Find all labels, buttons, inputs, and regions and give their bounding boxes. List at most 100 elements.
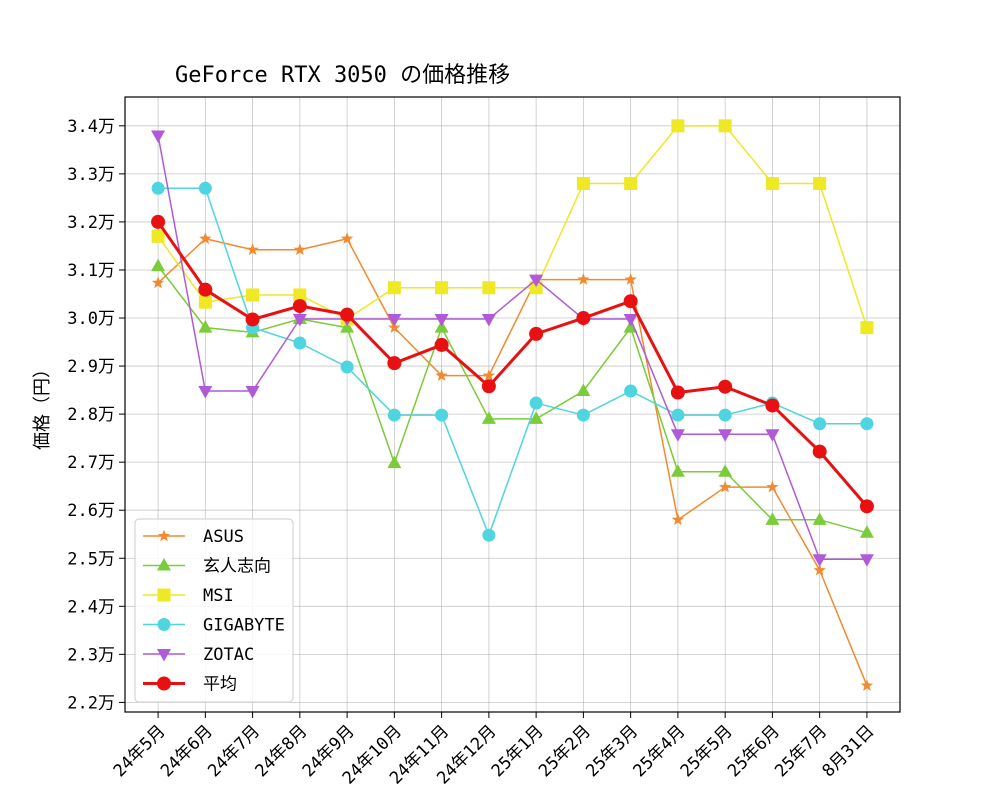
data-point (481, 313, 496, 327)
data-point (387, 356, 402, 371)
data-point (157, 588, 171, 602)
data-point (766, 480, 779, 493)
data-point (434, 313, 449, 327)
series-line (157, 135, 867, 560)
legend-label: ZOTAC (203, 645, 254, 665)
data-point (860, 321, 874, 335)
data-point (340, 360, 354, 374)
data-point (151, 130, 166, 143)
data-point (340, 307, 355, 322)
series-layer (151, 119, 874, 691)
data-point (529, 274, 544, 288)
data-point (198, 295, 212, 309)
data-point (340, 232, 354, 244)
data-point (623, 313, 638, 327)
data-point (859, 525, 874, 538)
y-tick-label: 3.3万 (67, 165, 115, 185)
data-point (812, 444, 827, 459)
data-point (246, 243, 259, 256)
gridlines (125, 97, 900, 712)
data-point (481, 411, 496, 424)
data-point (577, 273, 590, 285)
chart-title: GeForce RTX 3050 の価格推移 (175, 63, 510, 88)
data-point (151, 214, 166, 229)
data-point (859, 499, 874, 514)
y-tick-label: 2.2万 (67, 693, 115, 713)
y-tick-label: 2.7万 (67, 453, 115, 473)
data-point (670, 385, 685, 400)
series-line (157, 265, 868, 534)
y-axis-label: 価格（円） (32, 360, 53, 450)
y-tick-label: 2.9万 (67, 357, 115, 377)
data-point (812, 554, 827, 567)
data-point (482, 281, 496, 295)
data-point (860, 417, 874, 431)
data-point (812, 512, 827, 525)
data-point (435, 281, 449, 295)
series-平均 (151, 214, 874, 514)
data-point (388, 321, 401, 333)
data-point (671, 513, 685, 526)
series-line (157, 237, 868, 686)
data-point (859, 554, 874, 567)
data-point (529, 281, 543, 295)
data-point (482, 369, 496, 381)
data-point (435, 369, 448, 381)
series-line (156, 221, 869, 508)
data-point (860, 679, 874, 691)
data-point (623, 294, 638, 309)
data-point (576, 408, 590, 422)
data-point (293, 288, 307, 302)
data-point (718, 379, 733, 394)
y-tick-label: 2.5万 (67, 549, 115, 569)
series-line (157, 125, 868, 328)
data-point (718, 408, 732, 422)
data-point (482, 528, 496, 542)
data-point (813, 176, 827, 190)
data-point (151, 229, 165, 243)
data-point (671, 408, 685, 422)
data-point (435, 408, 449, 422)
data-point (198, 386, 213, 399)
legend: ASUS 玄人志向 MSI GIGABYTE ZOTAC 平均 (134, 518, 294, 703)
y-tick-label: 3.4万 (67, 117, 115, 137)
data-point (198, 320, 213, 333)
data-point (292, 313, 307, 327)
data-point (387, 281, 401, 295)
data-point (387, 313, 402, 327)
data-point (671, 119, 685, 133)
plot-frame (124, 96, 901, 713)
data-point (293, 336, 307, 350)
legend-label: 玄人志向 (203, 557, 271, 577)
y-tick-label: 2.8万 (67, 405, 115, 425)
data-point (813, 417, 827, 431)
legend-item: GIGABYTE (143, 616, 285, 636)
data-point (765, 176, 779, 190)
data-point (157, 649, 171, 662)
legend-item: MSI (143, 586, 234, 606)
data-point (718, 464, 733, 477)
data-point (529, 326, 544, 341)
data-point (151, 181, 165, 195)
y-tick-label: 3.0万 (67, 309, 115, 329)
legend-label: ASUS (203, 527, 244, 547)
data-point (245, 312, 260, 327)
legend-label: 平均 (203, 675, 237, 695)
data-point (387, 455, 402, 469)
legend-item: ZOTAC (143, 645, 254, 665)
data-point (246, 288, 260, 302)
data-point (157, 558, 171, 571)
series-ZOTAC (151, 130, 874, 567)
data-point (198, 181, 212, 195)
data-point (624, 384, 638, 398)
data-point (718, 119, 732, 133)
y-tick-label: 2.6万 (67, 501, 115, 521)
data-point (245, 386, 260, 399)
data-point (670, 429, 685, 442)
y-tick-label: 3.1万 (67, 261, 115, 281)
data-point (813, 563, 826, 576)
series-GIGABYTE (151, 181, 874, 542)
data-point (151, 258, 166, 272)
data-point (576, 311, 591, 326)
